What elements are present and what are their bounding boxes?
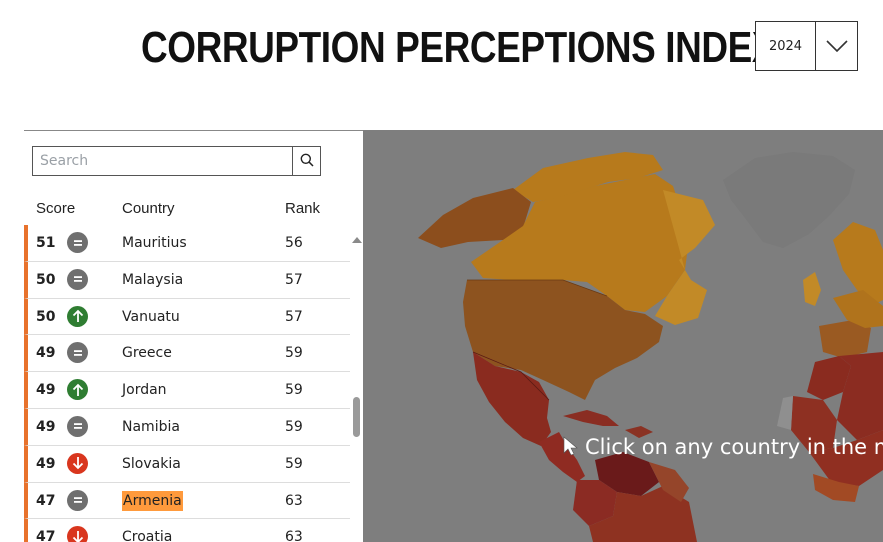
- table-row[interactable]: 49 Greece 59: [24, 335, 350, 373]
- map-country-morocco[interactable]: [807, 356, 851, 400]
- world-map[interactable]: Click on any country in the ma: [363, 130, 883, 542]
- row-score: 50: [36, 271, 56, 288]
- search-input[interactable]: [33, 147, 292, 175]
- search-button[interactable]: [292, 147, 320, 175]
- world-map-shapes: [418, 152, 883, 542]
- row-score: 49: [36, 418, 56, 435]
- row-country[interactable]: Armenia: [122, 490, 183, 511]
- map-country-greenland[interactable]: [723, 152, 855, 248]
- map-country-west-sahara[interactable]: [777, 396, 793, 430]
- row-country[interactable]: Slovakia: [122, 455, 181, 472]
- year-select-value: 2024: [756, 22, 816, 70]
- year-select[interactable]: 2024: [755, 21, 858, 71]
- row-score: 47: [36, 492, 56, 509]
- map-border-line: [467, 279, 608, 297]
- row-country[interactable]: Vanuatu: [122, 308, 180, 325]
- table-row[interactable]: 47 Armenia 63: [24, 482, 350, 520]
- map-country-mali[interactable]: [809, 430, 883, 486]
- equals-icon: [67, 268, 88, 290]
- map-country-brazil-north[interactable]: [589, 486, 697, 542]
- search-box: [32, 146, 321, 176]
- equals-icon: [67, 489, 88, 511]
- chevron-down-icon[interactable]: [816, 22, 857, 70]
- map-country-mauritania[interactable]: [791, 396, 837, 452]
- arrow-down-icon: [67, 526, 88, 542]
- table-row[interactable]: 49 Namibia 59: [24, 408, 350, 446]
- table-row[interactable]: 51 Mauritius 56: [24, 225, 350, 262]
- row-rank: 59: [285, 455, 303, 472]
- map-country-cuba[interactable]: [563, 410, 619, 426]
- row-country[interactable]: Malaysia: [122, 271, 184, 288]
- map-country-alaska[interactable]: [418, 188, 531, 248]
- row-rank: 59: [285, 418, 303, 435]
- scroll-up-arrow-icon[interactable]: [351, 230, 363, 243]
- equals-icon: [67, 342, 88, 364]
- column-header-rank[interactable]: Rank: [285, 200, 321, 217]
- map-hint-text: Click on any country in the ma: [585, 435, 883, 459]
- map-border-line: [472, 351, 550, 401]
- map-country-hispaniola[interactable]: [625, 426, 653, 438]
- row-country[interactable]: Mauritius: [122, 235, 187, 251]
- row-rank: 59: [285, 345, 303, 362]
- map-country-west-africa[interactable]: [813, 474, 859, 502]
- equals-icon: [67, 415, 88, 437]
- arrow-down-icon: [67, 452, 88, 474]
- row-score: 49: [36, 382, 56, 399]
- map-country-france[interactable]: [833, 290, 883, 328]
- map-country-usa[interactable]: [463, 280, 663, 400]
- table-row[interactable]: 50 Vanuatu 57: [24, 298, 350, 336]
- row-country[interactable]: Jordan: [122, 382, 167, 399]
- map-country-scandinavia[interactable]: [833, 222, 883, 306]
- row-score: 47: [36, 529, 56, 542]
- map-country-arctic-islands[interactable]: [513, 152, 663, 202]
- map-country-canada-east[interactable]: [655, 190, 715, 325]
- map-country-central-america[interactable]: [539, 432, 585, 482]
- column-header-score[interactable]: Score: [36, 200, 76, 217]
- cursor-pointer-icon: [561, 436, 581, 458]
- table-row[interactable]: 47 Croatia 63: [24, 519, 350, 542]
- map-country-venezuela[interactable]: [595, 452, 659, 496]
- row-country[interactable]: Greece: [122, 345, 172, 362]
- map-hint: Click on any country in the ma: [561, 435, 883, 459]
- list-scrollbar[interactable]: [351, 225, 363, 542]
- row-rank: 57: [285, 308, 303, 325]
- row-rank: 59: [285, 382, 303, 399]
- map-country-algeria[interactable]: [837, 352, 883, 440]
- map-country-colombia[interactable]: [573, 480, 617, 526]
- map-country-iberia[interactable]: [819, 320, 871, 358]
- row-country[interactable]: Namibia: [122, 418, 180, 435]
- arrow-up-icon: [67, 379, 88, 401]
- country-list: 51 Mauritius 56 50 Malaysia 57 50 Vanuatu 57 49 Gr…: [24, 225, 350, 542]
- map-country-canada[interactable]: [471, 174, 689, 312]
- page-title: CORRUPTION PERCEPTIONS INDEX: [141, 23, 777, 72]
- column-header-country[interactable]: Country: [122, 200, 175, 217]
- row-score: 49: [36, 345, 56, 362]
- arrow-up-icon: [67, 305, 88, 327]
- row-rank: 63: [285, 492, 303, 509]
- scrollbar-thumb[interactable]: [353, 397, 360, 437]
- equals-icon: [67, 232, 88, 253]
- row-rank: 63: [285, 529, 303, 542]
- row-score: 50: [36, 308, 56, 325]
- row-rank: 56: [285, 235, 303, 251]
- map-country-mexico[interactable]: [473, 352, 551, 446]
- table-header: Score Country Rank: [24, 200, 363, 220]
- map-country-guyana[interactable]: [649, 462, 689, 502]
- row-score: 49: [36, 455, 56, 472]
- table-row[interactable]: 50 Malaysia 57: [24, 261, 350, 299]
- ranking-panel: Score Country Rank 51 Mauritius 56 50 Malays…: [24, 130, 363, 542]
- row-score: 51: [36, 235, 56, 251]
- search-icon: [300, 152, 314, 171]
- map-country-uk[interactable]: [803, 272, 821, 306]
- table-row[interactable]: 49 Jordan 59: [24, 372, 350, 409]
- table-row[interactable]: 49 Slovakia 59: [24, 445, 350, 483]
- row-country[interactable]: Croatia: [122, 529, 173, 542]
- row-rank: 57: [285, 271, 303, 288]
